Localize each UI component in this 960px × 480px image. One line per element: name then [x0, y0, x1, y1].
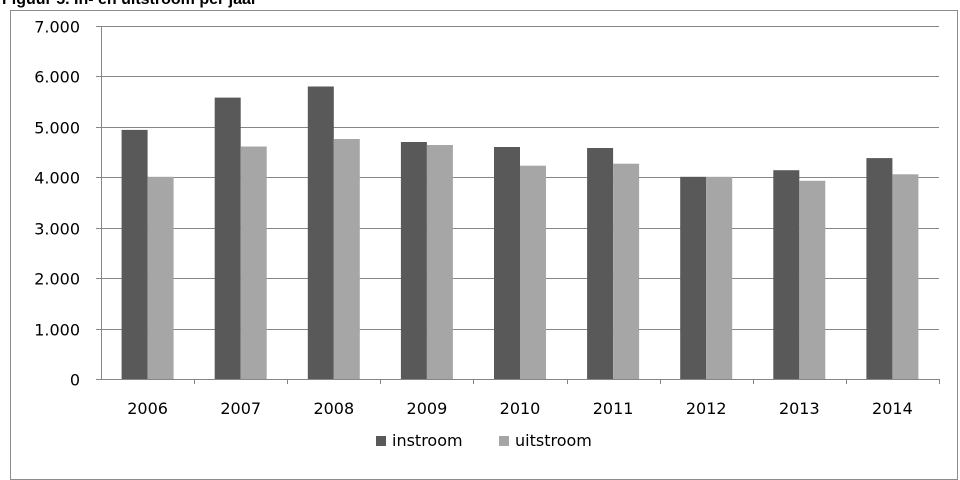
axes: 0 1.000 2.000 3.000 4.000 5.000 6.000 7.000 2006… [34, 18, 940, 418]
x-tick-label: 2010 [500, 399, 541, 418]
y-tick-label: 2.000 [34, 270, 80, 289]
bar-instroom-2012 [680, 176, 707, 379]
bar-instroom-2007 [214, 97, 241, 379]
y-tick-label: 6.000 [34, 68, 80, 87]
y-tick-label: 3.000 [34, 220, 80, 239]
x-tick-label: 2014 [872, 399, 913, 418]
legend-swatch-uitstroom [499, 436, 509, 446]
bar-instroom-2008 [307, 86, 334, 379]
x-tick-label: 2009 [407, 399, 448, 418]
bar-instroom-2014 [866, 158, 893, 379]
bar-instroom-2013 [773, 170, 800, 379]
x-tick-label: 2008 [313, 399, 354, 418]
y-tick-label: 1.000 [34, 321, 80, 340]
bar-uitstroom-2010 [520, 165, 546, 379]
chart-title: Figuur 5. In- en uitstroom per jaar [2, 0, 257, 9]
x-tick-label: 2011 [593, 399, 634, 418]
bar-uitstroom-2007 [240, 146, 267, 379]
x-tick-label: 2007 [220, 399, 261, 418]
bar-uitstroom-2009 [426, 145, 453, 379]
bar-uitstroom-2008 [333, 139, 360, 379]
bar-instroom-2010 [494, 147, 520, 379]
bar-instroom-2009 [400, 142, 427, 379]
x-tick-label: 2012 [686, 399, 727, 418]
y-tick-label: 0 [70, 371, 80, 390]
legend: instroom uitstroom [376, 431, 592, 450]
bars [121, 86, 919, 379]
bar-instroom-2006 [121, 129, 148, 379]
y-tick-label: 4.000 [34, 169, 80, 188]
bar-uitstroom-2013 [799, 180, 826, 379]
legend-label-instroom: instroom [392, 431, 463, 450]
y-tick-label: 7.000 [34, 18, 80, 37]
y-tick-label: 5.000 [34, 119, 80, 138]
legend-swatch-instroom [376, 436, 386, 446]
bar-chart: 0 1.000 2.000 3.000 4.000 5.000 6.000 7.000 2006… [34, 18, 940, 450]
x-tick-label: 2013 [779, 399, 820, 418]
bar-uitstroom-2014 [892, 174, 919, 379]
x-tick-label: 2006 [127, 399, 168, 418]
legend-label-uitstroom: uitstroom [515, 431, 592, 450]
bar-uitstroom-2012 [706, 176, 733, 379]
bar-uitstroom-2006 [147, 176, 174, 379]
bar-uitstroom-2011 [613, 163, 640, 379]
bar-instroom-2011 [587, 148, 614, 379]
